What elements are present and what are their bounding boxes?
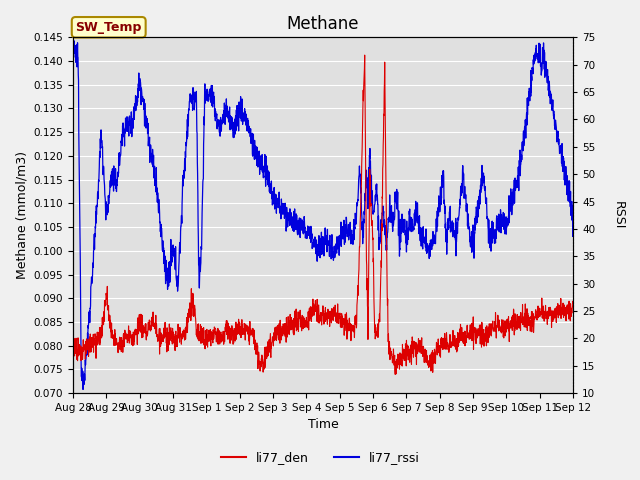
- Title: Methane: Methane: [287, 15, 359, 33]
- Legend: li77_den, li77_rssi: li77_den, li77_rssi: [216, 446, 424, 469]
- Text: SW_Temp: SW_Temp: [76, 21, 142, 34]
- Y-axis label: Methane (mmol/m3): Methane (mmol/m3): [15, 151, 28, 279]
- X-axis label: Time: Time: [308, 419, 339, 432]
- Y-axis label: RSSI: RSSI: [612, 201, 625, 229]
